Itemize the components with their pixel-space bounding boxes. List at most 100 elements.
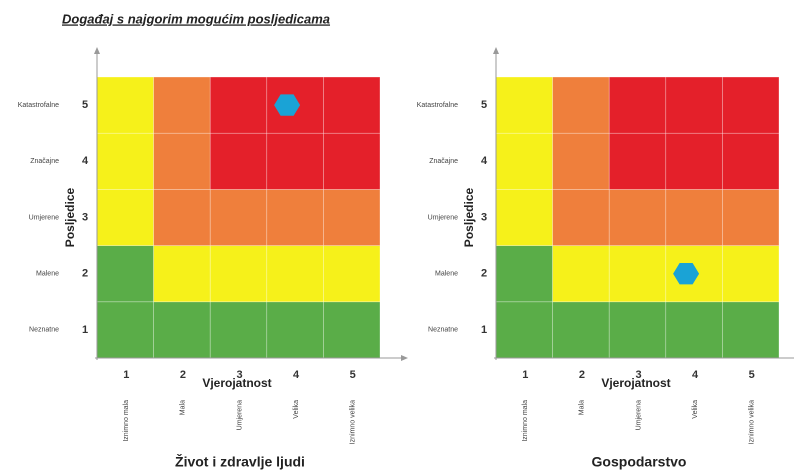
risk-cell [665, 189, 723, 246]
x-level-name: Mala [180, 400, 187, 415]
risk-marker [274, 94, 301, 116]
y-level-name: Umjerene [29, 214, 59, 221]
x-level-name: Umjerena [236, 400, 243, 430]
risk-cell [96, 189, 154, 246]
risk-cell [96, 76, 154, 134]
risk-cell [608, 245, 667, 303]
x-axis-label: Vjerojatnost [601, 376, 670, 390]
y-level-name: Značajne [30, 158, 59, 165]
y-level-number: 2 [481, 268, 487, 280]
x-level-name: Iznimno velika [749, 400, 756, 444]
risk-cell [266, 245, 324, 303]
risk-cell [608, 189, 667, 246]
risk-cell [323, 301, 381, 359]
risk-cell [722, 301, 780, 359]
x-level-name: Iznimno mala [522, 400, 529, 442]
risk-cell [96, 132, 154, 190]
x-level-name: Iznimno velika [350, 400, 357, 444]
risk-cell [209, 189, 268, 246]
y-level-name: Katastrofalne [417, 102, 458, 109]
x-level-number: 5 [350, 369, 356, 381]
y-level-name: Neznatne [29, 327, 59, 334]
risk-cell [495, 132, 553, 190]
y-level-number: 1 [82, 324, 88, 336]
risk-cell [495, 245, 553, 303]
risk-cell [495, 189, 553, 246]
risk-cell [266, 132, 324, 190]
x-level-number: 1 [522, 369, 528, 381]
risk-cell [323, 245, 381, 303]
risk-cell [608, 76, 667, 134]
risk-cell [552, 76, 610, 134]
risk-cell [722, 189, 780, 246]
y-level-name: Značajne [429, 158, 458, 165]
y-level-name: Katastrofalne [18, 102, 59, 109]
risk-cell [552, 189, 610, 246]
risk-cell [153, 189, 211, 246]
x-level-number: 1 [123, 369, 129, 381]
x-level-number: 3 [635, 369, 641, 381]
risk-cell [608, 301, 667, 359]
x-level-name: Velika [692, 400, 699, 419]
x-axis-label: Vjerojatnost [202, 376, 271, 390]
risk-cell [495, 76, 553, 134]
risk-cell [96, 245, 154, 303]
y-level-name: Umjerene [428, 214, 458, 221]
risk-cell [153, 301, 211, 359]
risk-cell [209, 245, 268, 303]
risk-cell [209, 301, 268, 359]
matrix-caption: Gospodarstvo [592, 454, 687, 470]
axis-arrow [401, 355, 408, 361]
x-level-number: 3 [236, 369, 242, 381]
risk-cell [552, 301, 610, 359]
x-level-number: 2 [579, 369, 585, 381]
risk-cell [266, 301, 324, 359]
y-level-name: Neznatne [428, 327, 458, 334]
risk-cell [323, 132, 381, 190]
y-level-number: 4 [82, 155, 89, 167]
risk-cell [495, 301, 553, 359]
x-level-number: 4 [293, 369, 300, 381]
risk-cell [209, 132, 268, 190]
risk-cell [552, 132, 610, 190]
risk-cell [153, 245, 211, 303]
risk-cell [552, 245, 610, 303]
risk-cell [96, 301, 154, 359]
risk-cell [153, 76, 211, 134]
risk-cell [722, 245, 780, 303]
risk-cell [323, 76, 381, 134]
axis-arrow [493, 47, 499, 54]
risk-cell [209, 76, 268, 134]
risk-marker [673, 263, 700, 285]
y-level-name: Malene [435, 271, 458, 278]
y-level-number: 5 [82, 99, 88, 111]
x-level-name: Iznimno mala [123, 400, 130, 442]
risk-cell [722, 132, 780, 190]
y-level-number: 4 [481, 155, 488, 167]
y-level-name: Malene [36, 271, 59, 278]
y-level-number: 5 [481, 99, 487, 111]
y-axis-label: Posljedice [63, 188, 77, 248]
x-level-number: 5 [749, 369, 755, 381]
risk-cell [665, 301, 723, 359]
y-level-number: 3 [82, 211, 88, 223]
risk-cell [266, 189, 324, 246]
matrix-caption: Život i zdravlje ljudi [175, 453, 305, 470]
x-level-number: 2 [180, 369, 186, 381]
y-level-number: 2 [82, 268, 88, 280]
risk-cell [665, 132, 723, 190]
y-level-number: 1 [481, 324, 487, 336]
y-axis-label: Posljedice [462, 188, 476, 248]
risk-cell [665, 76, 723, 134]
risk-cell [722, 76, 780, 134]
x-level-number: 4 [692, 369, 699, 381]
page-title: Događaj s najgorim mogućim posljedicama [62, 11, 330, 26]
risk-cell [153, 132, 211, 190]
y-level-number: 3 [481, 211, 487, 223]
risk-cell [323, 189, 381, 246]
x-level-name: Umjerena [635, 400, 642, 430]
axis-arrow [94, 47, 100, 54]
x-level-name: Velika [293, 400, 300, 419]
x-level-name: Mala [579, 400, 586, 415]
